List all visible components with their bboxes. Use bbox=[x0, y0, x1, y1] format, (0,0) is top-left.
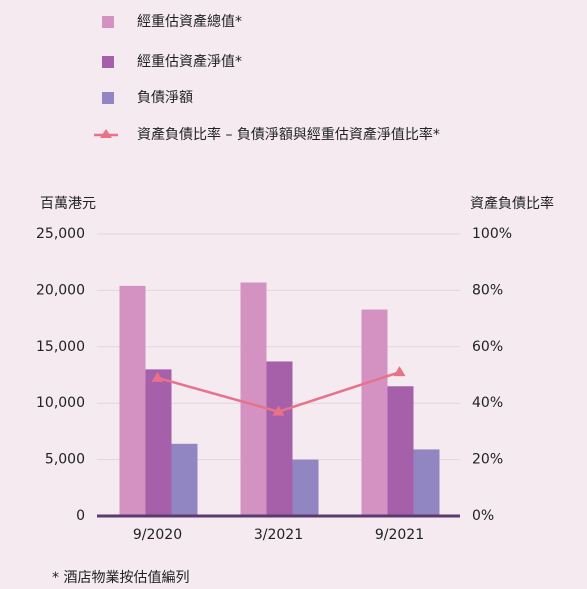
y2-tick-label: 100% bbox=[472, 226, 512, 242]
y-tick-label: 20,000 bbox=[36, 282, 85, 298]
legend-swatch bbox=[102, 16, 114, 28]
footnote: * 酒店物業按估值編列 bbox=[52, 570, 189, 586]
legend-label: 經重估資產總值* bbox=[137, 13, 242, 30]
y2-tick-label: 60% bbox=[472, 339, 503, 355]
y2-tick-label: 40% bbox=[472, 395, 503, 411]
y-tick-label: 5,000 bbox=[45, 452, 85, 468]
bar bbox=[413, 449, 440, 516]
bar bbox=[119, 285, 146, 516]
bar bbox=[266, 361, 293, 516]
bar bbox=[171, 443, 198, 516]
y-axis-title: 百萬港元 bbox=[40, 196, 96, 212]
y-tick-label: 25,000 bbox=[36, 226, 85, 242]
bar bbox=[292, 459, 319, 516]
y-tick-label: 15,000 bbox=[36, 339, 85, 355]
x-tick-label: 3/2021 bbox=[254, 527, 303, 543]
legend-swatch bbox=[102, 92, 114, 104]
legend-swatch bbox=[102, 56, 114, 68]
legend-marker bbox=[100, 129, 112, 138]
y2-tick-label: 20% bbox=[472, 452, 503, 468]
legend-label: 經重估資產淨值* bbox=[137, 53, 242, 70]
line-marker bbox=[272, 405, 285, 416]
y2-tick-label: 80% bbox=[472, 282, 503, 298]
bar bbox=[145, 369, 172, 516]
y-tick-label: 0 bbox=[76, 508, 85, 524]
bar bbox=[240, 282, 267, 516]
legend-label: 負債淨額 bbox=[137, 90, 193, 106]
legend-label: 資產負債比率 – 負債淨額與經重估資產淨值比率* bbox=[137, 126, 440, 143]
x-tick-label: 9/2020 bbox=[133, 527, 182, 543]
y2-axis-title: 資產負債比率 bbox=[470, 195, 554, 212]
line-marker bbox=[151, 371, 164, 382]
line-marker bbox=[393, 366, 406, 377]
y-tick-label: 10,000 bbox=[36, 395, 85, 411]
y2-tick-label: 0% bbox=[472, 508, 494, 524]
bar bbox=[387, 386, 414, 516]
x-tick-label: 9/2021 bbox=[375, 527, 424, 543]
bar bbox=[361, 309, 388, 516]
